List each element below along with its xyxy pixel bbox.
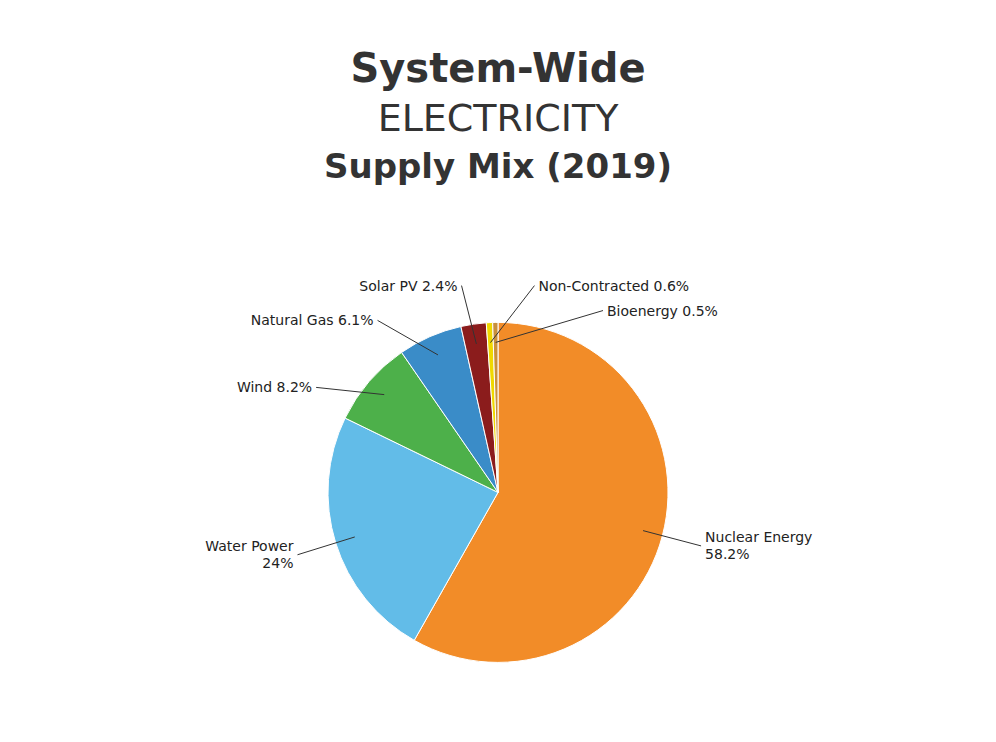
svg-text:Wind 8.2%: Wind 8.2% [237, 379, 312, 395]
svg-text:Non-Contracted 0.6%: Non-Contracted 0.6% [538, 278, 689, 294]
svg-text:Nuclear Energy58.2%: Nuclear Energy58.2% [705, 529, 812, 562]
html-text:System-Wide: System-Wide [350, 45, 646, 92]
svg-text:Natural Gas 6.1%: Natural Gas 6.1% [251, 312, 374, 328]
svg-text:Water Power24%: Water Power24% [205, 538, 293, 571]
html-text:Supply Mix (2019): Supply Mix (2019) [324, 145, 672, 186]
html-text:ELECTRICITY: ELECTRICITY [377, 96, 619, 141]
svg-text:Solar PV 2.4%: Solar PV 2.4% [359, 278, 457, 294]
svg-text:Bioenergy 0.5%: Bioenergy 0.5% [607, 303, 718, 319]
